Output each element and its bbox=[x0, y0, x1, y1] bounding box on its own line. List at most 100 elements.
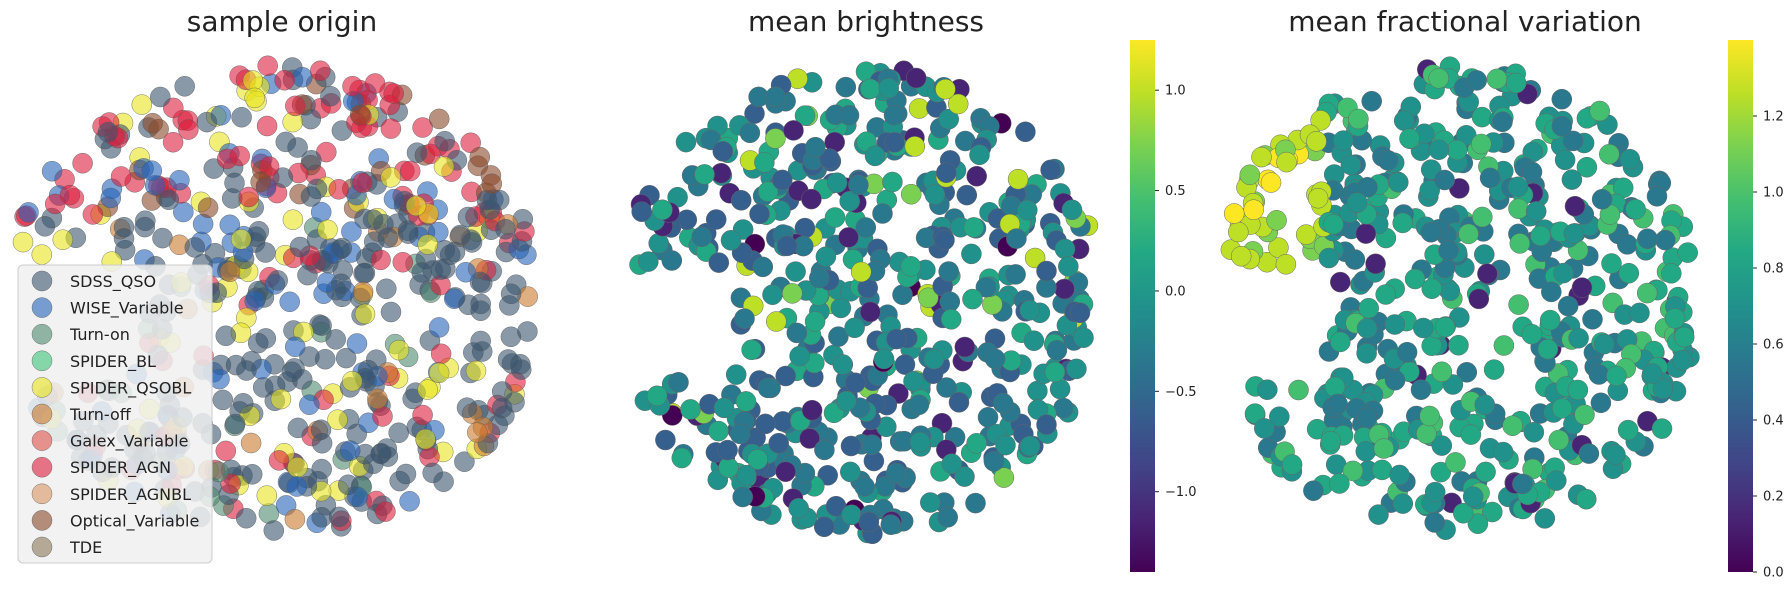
point-mean-fractional-variation bbox=[1557, 295, 1579, 317]
point-mean-fractional-variation bbox=[1223, 203, 1245, 224]
point-mean-fractional-variation bbox=[1330, 271, 1351, 293]
point-sample-origin bbox=[150, 86, 171, 108]
point-sample-origin bbox=[231, 106, 252, 128]
point-sample-origin bbox=[311, 507, 332, 528]
legend: SDSS_QSO WISE_Variable Turn-on SPIDER_BL SPI… bbox=[17, 264, 213, 564]
point-sample-origin bbox=[380, 118, 402, 139]
point-sample-origin bbox=[389, 470, 410, 492]
scatter-mean-fractional-variation bbox=[1220, 56, 1700, 540]
point-mean-brightness bbox=[1005, 264, 1026, 285]
point-sample-origin bbox=[412, 404, 433, 426]
point-mean-fractional-variation bbox=[1448, 334, 1469, 356]
point-mean-brightness bbox=[741, 339, 762, 361]
point-mean-fractional-variation bbox=[1502, 415, 1523, 436]
point-sample-origin bbox=[317, 219, 338, 241]
point-sample-origin bbox=[469, 271, 491, 293]
legend-marker bbox=[31, 297, 53, 318]
point-sample-origin bbox=[405, 195, 427, 217]
point-mean-fractional-variation bbox=[1445, 452, 1466, 473]
point-mean-brightness bbox=[749, 203, 770, 225]
colorbar-tick-label: 1.0 bbox=[1763, 186, 1784, 201]
point-mean-fractional-variation bbox=[1420, 221, 1442, 243]
point-mean-fractional-variation bbox=[1306, 131, 1327, 152]
point-mean-brightness bbox=[736, 464, 757, 486]
point-sample-origin bbox=[331, 273, 352, 294]
point-mean-fractional-variation bbox=[1578, 443, 1600, 464]
point-sample-origin bbox=[338, 474, 359, 495]
point-mean-fractional-variation bbox=[1281, 454, 1303, 475]
colorbar-tick-label: 1.0 bbox=[1165, 84, 1186, 99]
point-mean-brightness bbox=[817, 465, 838, 486]
point-mean-fractional-variation bbox=[1479, 167, 1501, 189]
point-sample-origin bbox=[162, 131, 184, 153]
point-sample-origin bbox=[428, 317, 450, 338]
point-mean-fractional-variation bbox=[1431, 361, 1453, 383]
point-mean-brightness bbox=[680, 399, 701, 420]
point-mean-fractional-variation bbox=[1588, 364, 1610, 385]
point-sample-origin bbox=[255, 328, 276, 349]
point-mean-fractional-variation bbox=[1576, 488, 1597, 510]
point-mean-brightness bbox=[939, 291, 961, 312]
point-mean-brightness bbox=[785, 261, 806, 282]
point-sample-origin bbox=[134, 216, 156, 238]
point-mean-brightness bbox=[794, 105, 816, 126]
point-sample-origin bbox=[469, 146, 490, 168]
point-mean-brightness bbox=[1023, 330, 1045, 351]
point-mean-fractional-variation bbox=[1324, 376, 1346, 398]
point-sample-origin bbox=[301, 150, 322, 171]
point-sample-origin bbox=[495, 218, 516, 240]
point-mean-brightness bbox=[809, 267, 830, 289]
point-mean-fractional-variation bbox=[1509, 233, 1531, 254]
point-mean-brightness bbox=[948, 392, 970, 413]
point-sample-origin bbox=[481, 173, 502, 195]
point-mean-fractional-variation bbox=[1388, 171, 1409, 193]
point-sample-origin bbox=[467, 422, 488, 443]
point-mean-brightness bbox=[735, 391, 757, 412]
point-mean-brightness bbox=[886, 328, 907, 350]
point-mean-fractional-variation bbox=[1310, 110, 1331, 131]
panel-1-title: sample origin bbox=[187, 5, 377, 38]
point-sample-origin bbox=[248, 221, 269, 242]
point-sample-origin bbox=[455, 262, 476, 283]
point-mean-fractional-variation bbox=[1410, 379, 1432, 400]
point-mean-brightness bbox=[861, 434, 883, 455]
point-sample-origin bbox=[299, 346, 320, 367]
point-mean-fractional-variation bbox=[1652, 378, 1674, 400]
point-sample-origin bbox=[470, 330, 491, 352]
point-sample-origin bbox=[357, 359, 379, 381]
point-sample-origin bbox=[289, 236, 311, 258]
point-sample-origin bbox=[415, 428, 436, 450]
point-sample-origin bbox=[398, 223, 419, 244]
point-mean-brightness bbox=[903, 371, 924, 392]
point-mean-brightness bbox=[1036, 414, 1057, 435]
point-mean-fractional-variation bbox=[1393, 110, 1415, 131]
legend-label: SPIDER_AGNBL bbox=[70, 485, 191, 505]
point-mean-fractional-variation bbox=[1508, 294, 1529, 315]
point-mean-fractional-variation bbox=[1637, 228, 1658, 249]
point-sample-origin bbox=[311, 315, 332, 336]
point-mean-brightness bbox=[804, 311, 826, 332]
point-sample-origin bbox=[267, 270, 288, 291]
legend-label: SDSS_QSO bbox=[70, 272, 156, 292]
point-sample-origin bbox=[250, 171, 271, 193]
point-mean-fractional-variation bbox=[1636, 282, 1658, 304]
point-mean-fractional-variation bbox=[1269, 406, 1290, 427]
point-mean-brightness bbox=[864, 145, 886, 167]
point-mean-fractional-variation bbox=[1404, 268, 1426, 290]
point-mean-brightness bbox=[983, 451, 1005, 472]
point-mean-brightness bbox=[873, 348, 895, 370]
point-mean-brightness bbox=[801, 188, 822, 210]
point-mean-fractional-variation bbox=[1618, 262, 1640, 284]
point-mean-brightness bbox=[675, 131, 697, 153]
point-sample-origin bbox=[376, 438, 397, 459]
point-mean-fractional-variation bbox=[1257, 379, 1278, 400]
point-mean-fractional-variation bbox=[1505, 72, 1527, 94]
point-mean-fractional-variation bbox=[1396, 341, 1418, 363]
point-mean-fractional-variation bbox=[1471, 106, 1493, 128]
point-sample-origin bbox=[142, 112, 163, 134]
point-sample-origin bbox=[82, 204, 104, 225]
point-mean-brightness bbox=[799, 428, 820, 449]
point-mean-fractional-variation bbox=[1365, 253, 1386, 275]
point-mean-fractional-variation bbox=[1392, 493, 1414, 514]
point-mean-brightness bbox=[966, 433, 987, 454]
